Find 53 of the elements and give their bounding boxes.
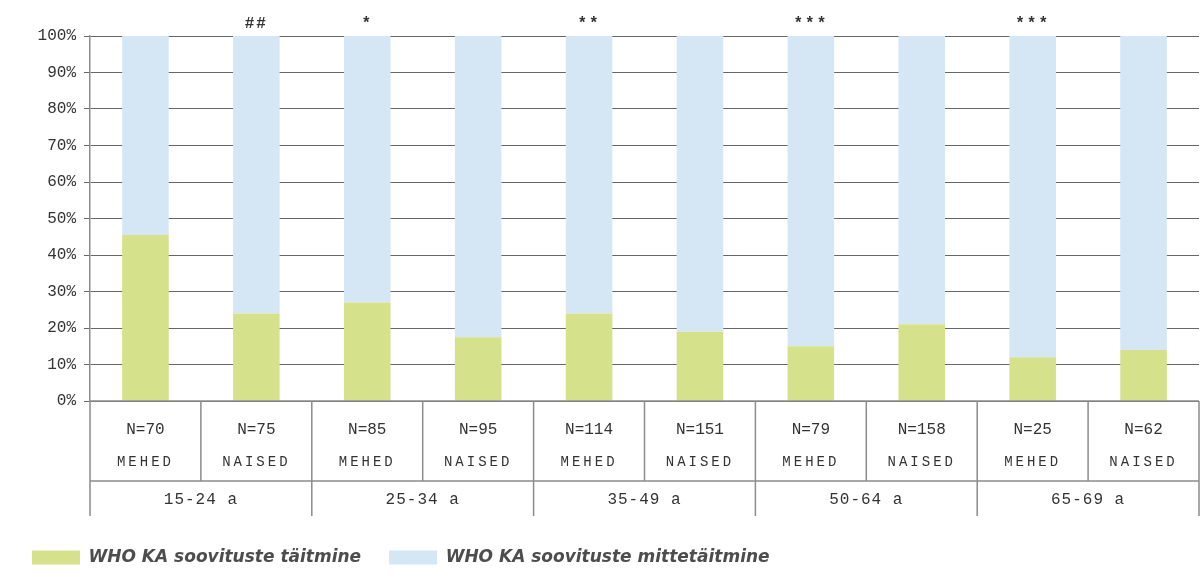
x-tick-label: N=62 NAISED xyxy=(1109,421,1178,470)
y-tick-label: 40% xyxy=(47,246,77,265)
bar xyxy=(676,331,724,401)
bar xyxy=(898,36,946,325)
bar xyxy=(454,337,502,401)
bar xyxy=(676,36,724,332)
x-tick-label: N=95 NAISED xyxy=(443,421,513,470)
bar xyxy=(122,234,169,401)
y-tick-label: 10% xyxy=(47,355,77,374)
y-tick-label: 60% xyxy=(47,173,77,192)
x-tick-label: N=114 MEHED xyxy=(560,421,618,470)
annotation: ## xyxy=(244,15,268,34)
y-tick-label: 0% xyxy=(56,392,77,411)
bar xyxy=(233,36,280,314)
y-tick-label: 70% xyxy=(47,136,77,155)
x-tick-label: N=158 NAISED xyxy=(887,421,956,470)
annotation: ** xyxy=(577,15,601,34)
text: 25-34 a xyxy=(385,491,460,510)
bar xyxy=(787,36,835,347)
bar xyxy=(1120,349,1167,401)
y-tick-label: 100% xyxy=(37,27,77,46)
x-tick-label: N=75 NAISED xyxy=(222,421,291,470)
x-tick-label: N=79 MEHED xyxy=(782,421,840,470)
y-tick-label: 50% xyxy=(47,209,77,228)
x-tick-label: N=25 MEHED xyxy=(1004,421,1062,470)
bar xyxy=(565,313,613,401)
bar xyxy=(343,302,391,401)
bar xyxy=(454,36,502,338)
bar xyxy=(122,36,169,235)
text: 15-24 a xyxy=(163,491,239,510)
bar xyxy=(1009,357,1056,401)
bar xyxy=(343,36,391,303)
bar xyxy=(1120,36,1167,350)
y-tick-label: 20% xyxy=(47,319,77,338)
bar xyxy=(787,346,835,401)
y-tick-label: 30% xyxy=(47,282,77,301)
text: 65-69 a xyxy=(1050,491,1126,510)
bar xyxy=(565,36,613,314)
y-tick-label: 90% xyxy=(47,63,77,82)
legend-label: WHO KA soovituste täitmine xyxy=(88,545,362,566)
text: 35-49 a xyxy=(607,491,682,510)
annotation: *** xyxy=(1015,15,1051,34)
x-tick-label: N=70 MEHED xyxy=(116,421,174,470)
annotation: *** xyxy=(793,15,829,34)
bar xyxy=(233,313,280,401)
annotation: * xyxy=(361,15,374,34)
x-tick-label: N=151 NAISED xyxy=(665,421,735,470)
legend-label: WHO KA soovituste mittetäitmine xyxy=(445,545,770,566)
bar xyxy=(898,324,946,401)
bar xyxy=(1009,36,1056,358)
y-tick-label: 80% xyxy=(47,100,77,119)
x-tick-label: N=85 MEHED xyxy=(338,421,396,470)
text: 50-64 a xyxy=(829,491,904,510)
